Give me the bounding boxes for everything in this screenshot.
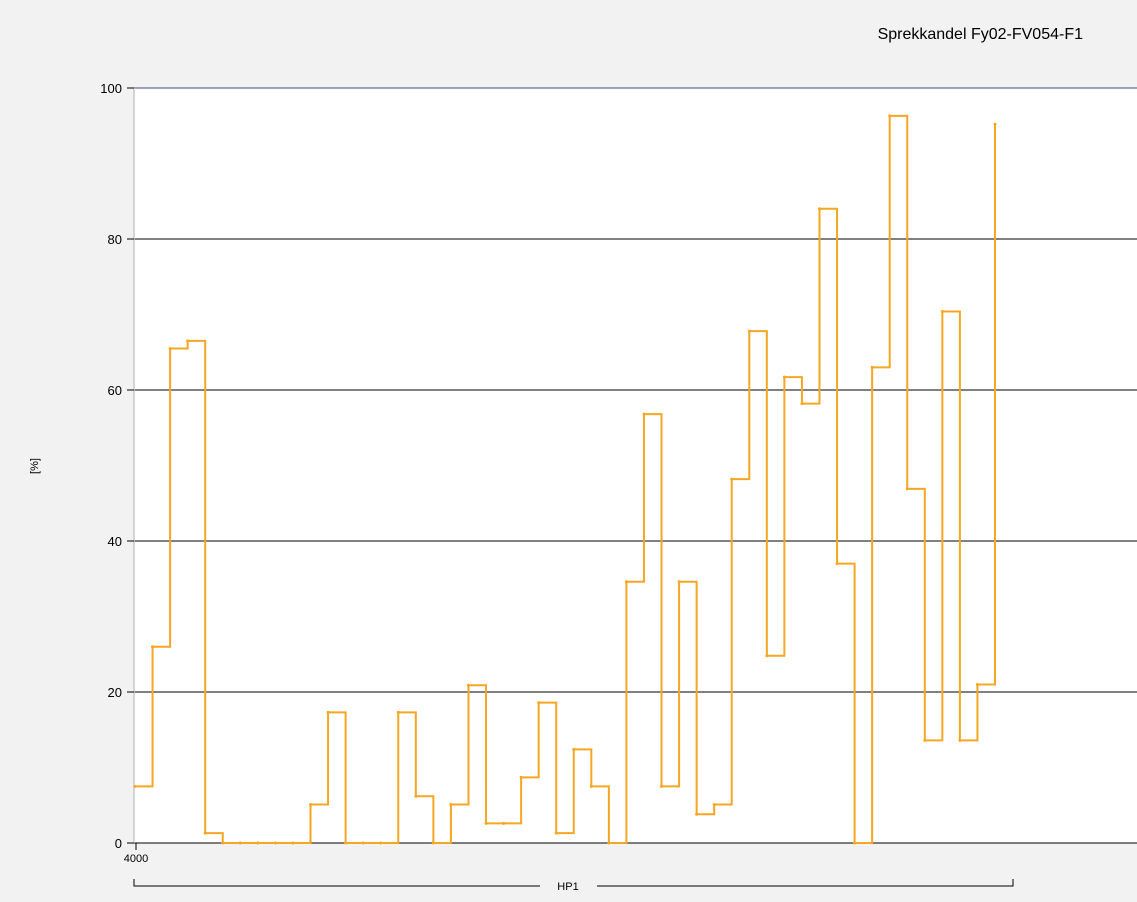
- data-point: [888, 114, 892, 118]
- data-point: [940, 309, 944, 313]
- data-point: [712, 802, 716, 806]
- plot-area: [134, 88, 1137, 843]
- data-point: [782, 375, 786, 379]
- data-point: [238, 841, 242, 845]
- data-point: [958, 738, 962, 742]
- data-point: [151, 645, 155, 649]
- data-point: [835, 562, 839, 566]
- y-tick-label: 100: [100, 81, 122, 96]
- data-point: [309, 802, 313, 806]
- data-point: [642, 412, 646, 416]
- data-point: [256, 841, 260, 845]
- data-point: [273, 841, 277, 845]
- data-point: [133, 784, 137, 788]
- series-line: [135, 114, 996, 844]
- data-point: [326, 710, 330, 714]
- data-point: [572, 747, 576, 751]
- data-point: [747, 329, 751, 333]
- data-point: [975, 682, 979, 686]
- data-point: [923, 738, 927, 742]
- y-axis-label: [%]: [29, 458, 41, 474]
- data-point: [379, 841, 383, 845]
- data-point: [431, 841, 435, 845]
- data-point: [414, 794, 418, 798]
- data-point: [624, 580, 628, 584]
- data-point: [203, 831, 207, 835]
- data-point: [466, 683, 470, 687]
- data-point: [396, 710, 400, 714]
- data-point: [695, 812, 699, 816]
- data-point: [537, 701, 541, 705]
- data-point: [905, 487, 909, 491]
- data-point: [870, 365, 874, 369]
- y-tick-labels: 0 20 40 60 80 100: [100, 81, 134, 851]
- data-point: [344, 841, 348, 845]
- data-point: [554, 831, 558, 835]
- y-tick-label: 80: [108, 232, 122, 247]
- data-point: [519, 775, 523, 779]
- section-label: HP1: [557, 881, 578, 893]
- y-tick-label: 0: [115, 836, 122, 851]
- y-tick-label: 60: [108, 383, 122, 398]
- data-point: [168, 346, 172, 350]
- section-bracket: [133, 879, 1014, 887]
- data-point: [361, 841, 365, 845]
- data-point: [291, 841, 295, 845]
- data-point: [800, 402, 804, 406]
- data-point: [502, 821, 506, 825]
- data-points: [133, 114, 997, 845]
- data-point: [817, 207, 821, 211]
- data-point: [607, 841, 611, 845]
- data-point: [589, 784, 593, 788]
- data-point: [449, 802, 453, 806]
- data-point: [730, 477, 734, 481]
- chart-title: Sprekkandel Fy02-FV054-F1: [878, 26, 1084, 43]
- data-point: [660, 784, 664, 788]
- x-start-label: 4000: [124, 853, 148, 865]
- data-point: [677, 580, 681, 584]
- y-tick-label: 20: [108, 685, 122, 700]
- data-point: [186, 339, 190, 343]
- data-point: [993, 122, 997, 126]
- data-point: [853, 841, 857, 845]
- data-point: [221, 841, 225, 845]
- y-tick-label: 40: [108, 534, 122, 549]
- data-point: [765, 654, 769, 658]
- data-point: [484, 821, 488, 825]
